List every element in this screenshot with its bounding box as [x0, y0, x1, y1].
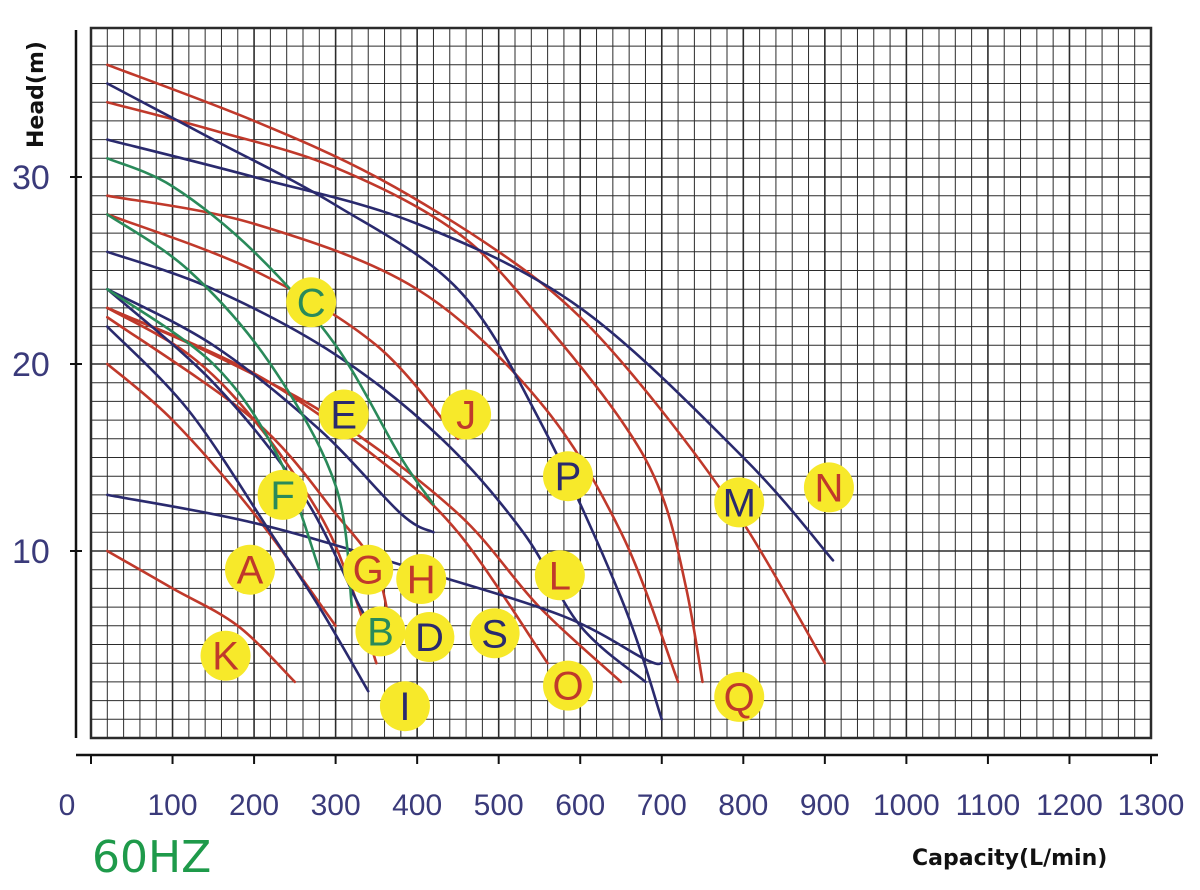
x-tick-label: 600: [555, 789, 605, 822]
curve-label-marker: [396, 554, 447, 605]
curve-label-marker: [534, 550, 585, 601]
x-tick-label: 200: [229, 789, 279, 822]
y-tick-label: 10: [12, 533, 50, 571]
curve-label-text: A: [237, 549, 264, 593]
curve-label-a: A: [225, 544, 275, 595]
y-tick-label: 30: [12, 159, 50, 197]
curve-label-c: C: [286, 277, 337, 328]
performance-curve-red: [106, 194, 680, 684]
curve-label-marker: [543, 451, 593, 502]
performance-curve-navy: [106, 287, 435, 534]
curve-label-marker: [318, 389, 369, 440]
performance-curve-red: [106, 306, 623, 684]
x-tick-label: 1000: [873, 789, 940, 822]
curve-label-q: Q: [714, 671, 765, 722]
curve-label-text: M: [723, 481, 756, 525]
curve-label-marker: [803, 462, 854, 513]
y-tick-label: 20: [12, 346, 50, 384]
curve-labels-layer: C E J P M N FA G H L B D S K O Q I: [200, 277, 854, 732]
curve-label-i: I: [379, 681, 430, 732]
curve-label-text: D: [415, 616, 444, 660]
x-tick-label: 500: [474, 789, 524, 822]
curve-label-text: L: [549, 554, 571, 598]
curve-label-f: F: [257, 469, 308, 520]
performance-curve-green: [106, 287, 321, 571]
curve-label-h: H: [396, 554, 447, 605]
curve-label-text: J: [456, 393, 476, 437]
plot-grid: [89, 26, 1153, 740]
x-tick-label: 400: [392, 789, 442, 822]
x-tick-label: 1100: [956, 789, 1021, 822]
curve-label-text: E: [330, 393, 357, 437]
curve-label-text: O: [552, 665, 583, 709]
curve-label-text: Q: [724, 676, 755, 720]
curve-label-marker: [286, 277, 337, 328]
curve-label-p: P: [543, 451, 593, 502]
x-tick-label: 800: [718, 789, 768, 822]
curve-label-d: D: [404, 612, 455, 663]
curve-label-g: G: [343, 544, 394, 595]
curve-label-n: N: [803, 462, 854, 513]
performance-curve-navy: [106, 82, 664, 721]
curve-label-text: F: [270, 474, 294, 518]
curves-layer: [106, 63, 835, 721]
x-tick-label: 300: [311, 789, 361, 822]
curve-label-marker: [355, 606, 406, 657]
curve-label-text: S: [481, 612, 508, 656]
performance-curve-green: [106, 213, 354, 609]
curve-label-j: J: [441, 389, 492, 440]
curve-label-marker: [469, 608, 520, 659]
x-tick-label: 700: [637, 789, 687, 822]
tick-labels-layer: 0 100 200 300 400 500 600 700 800 900 1000 1100 1200…: [12, 159, 1184, 822]
curve-label-marker: [441, 389, 492, 440]
curve-label-text: K: [212, 635, 239, 679]
curve-label-marker: [343, 544, 394, 595]
curve-label-s: S: [469, 608, 520, 659]
curve-label-e: E: [318, 389, 369, 440]
curve-label-text: N: [814, 466, 843, 510]
curve-label-marker: [543, 660, 593, 711]
curve-label-text: I: [399, 685, 410, 729]
x-axis-title: Capacity(L/min): [912, 846, 1107, 871]
curve-label-b: B: [355, 606, 406, 657]
performance-curve-navy: [106, 138, 835, 562]
y-axis-title: Head(m): [24, 41, 49, 148]
curve-label-marker: [225, 544, 275, 595]
curve-label-o: O: [543, 660, 593, 711]
curve-label-marker: [257, 469, 308, 520]
curve-label-marker: [404, 612, 455, 663]
curve-label-m: M: [714, 477, 765, 528]
axes-layer: [70, 30, 1158, 764]
x-tick-label: 1300: [1118, 789, 1185, 822]
curve-label-marker: [200, 630, 251, 681]
curve-label-marker: [714, 671, 765, 722]
curve-label-text: H: [407, 558, 436, 602]
curve-label-text: C: [297, 281, 326, 325]
performance-curve-red: [106, 549, 297, 684]
x-tick-label: 100: [148, 789, 198, 822]
curve-label-marker: [714, 477, 765, 528]
curve-label-text: P: [555, 455, 582, 499]
performance-curve-red: [106, 100, 704, 684]
curve-label-text: B: [367, 610, 394, 654]
x-tick-label: 1200: [1036, 789, 1103, 822]
frequency-label: 60HZ: [92, 832, 211, 883]
curve-label-marker: [379, 681, 430, 732]
curve-label-l: L: [534, 550, 585, 601]
curve-label-text: G: [353, 549, 384, 593]
x-tick-label: 900: [800, 789, 850, 822]
x-tick-label: 0: [59, 789, 76, 822]
curve-label-k: K: [200, 630, 251, 681]
